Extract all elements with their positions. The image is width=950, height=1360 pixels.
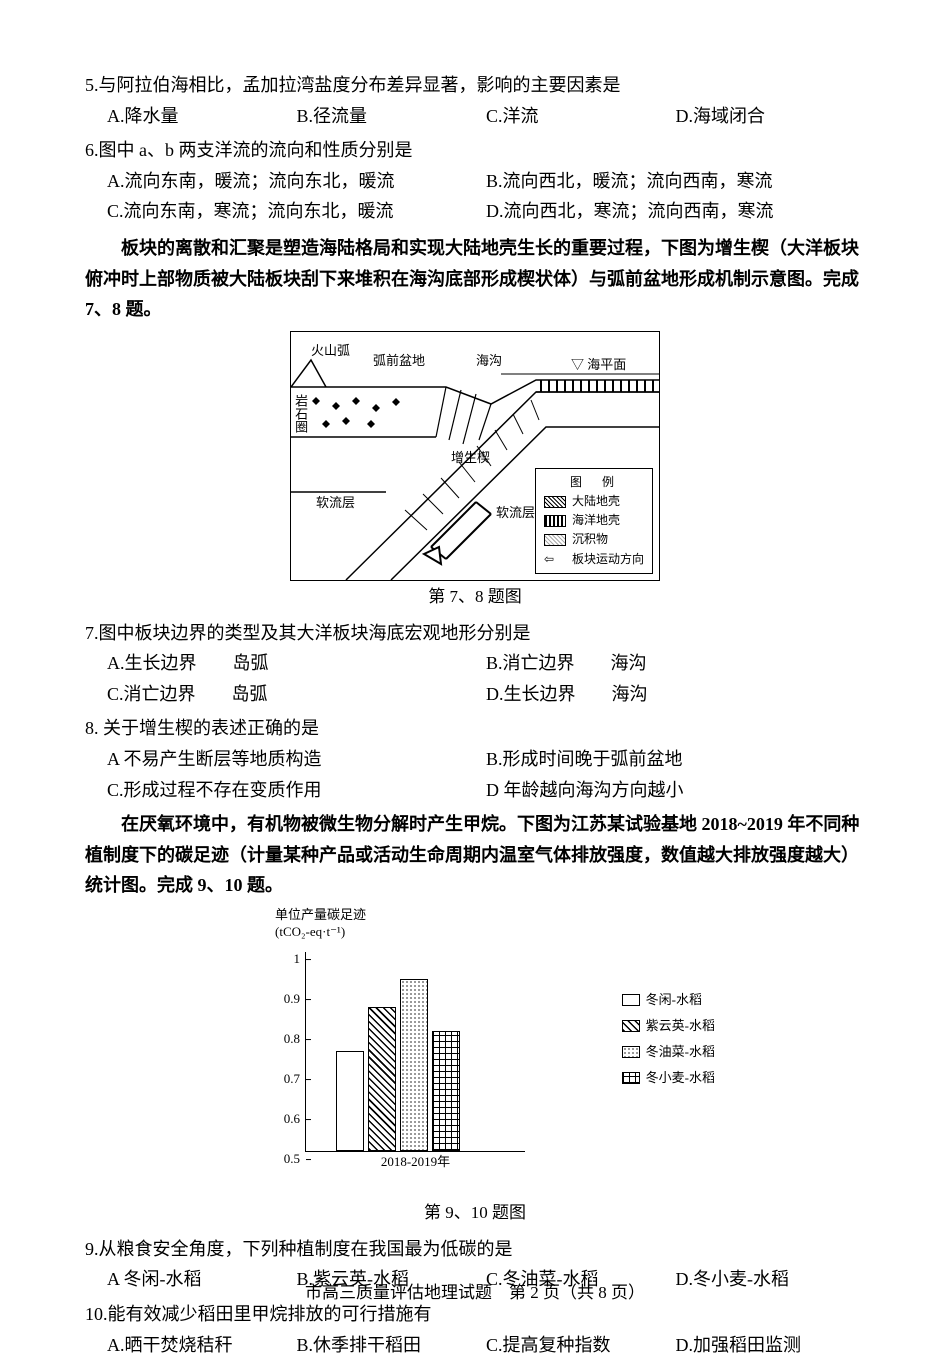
q5-opt-b: B.径流量 [297, 101, 487, 132]
question-6: 6.图中 a、b 两支洋流的流向和性质分别是 A.流向东南，暖流；流向东北，暖流… [85, 135, 865, 227]
legend-cont: 大陆地壳 [572, 492, 620, 511]
ytick: 0.5 [284, 1148, 306, 1170]
q8-stem: 8. 关于增生楔的表述正确的是 [85, 713, 865, 744]
q7-opt-a: A.生长边界 岛弧 [107, 648, 486, 679]
q5-opt-c: C.洋流 [486, 101, 676, 132]
q10-opt-d: D.加强稻田监测 [676, 1330, 866, 1360]
legend-swatch-icon [622, 1020, 640, 1032]
legend-sed: 沉积物 [572, 530, 608, 549]
ytick: 0.8 [284, 1028, 306, 1050]
label-asth2: 软流层 [496, 502, 535, 524]
q5-stem: 5.与阿拉伯海相比，孟加拉湾盐度分布差异显著，影响的主要因素是 [85, 70, 865, 101]
q10-opt-c: C.提高复种指数 [486, 1330, 676, 1360]
chart-xlabel: 2018-2019年 [306, 1151, 525, 1173]
chart-legend-row: 冬小麦-水稻 [622, 1065, 715, 1091]
q6-opt-d: D.流向西北，寒流；流向西南，寒流 [486, 196, 865, 227]
chart-legend-row: 紫云英-水稻 [622, 1013, 715, 1039]
plate-diagram: 火山弧 弧前盆地 海沟 ▽ 海平面 岩石圈 增生楔 软流层 软流层 图 例 大陆… [290, 331, 660, 581]
figure-9-10: 单位产量碳足迹 (tCO₂-eq·t⁻¹) 2018-2019年 0.50.60… [85, 907, 865, 1228]
q9-stem: 9.从粮食安全角度，下列种植制度在我国最为低碳的是 [85, 1234, 865, 1265]
question-8: 8. 关于增生楔的表述正确的是 A 不易产生断层等地质构造 B.形成时间晚于弧前… [85, 713, 865, 805]
q7-opt-d: D.生长边界 海沟 [486, 679, 865, 710]
q8-opt-d: D 年龄越向海沟方向越小 [486, 775, 865, 806]
chart-legend-row: 冬闲-水稻 [622, 987, 715, 1013]
ytick: 0.7 [284, 1068, 306, 1090]
q6-options: A.流向东南，暖流；流向东北，暖流 B.流向西北，暖流；流向西南，寒流 C.流向… [107, 166, 865, 227]
chart-area: 2018-2019年 0.50.60.70.80.91 [305, 952, 525, 1152]
legend-ocean: 海洋地壳 [572, 511, 620, 530]
legend-title: 图 例 [544, 473, 644, 492]
label-forearc: 弧前盆地 [373, 350, 425, 372]
label-sealevel: ▽ 海平面 [571, 354, 626, 376]
bar [336, 1051, 364, 1151]
q6-opt-a: A.流向东南，暖流；流向东北，暖流 [107, 166, 486, 197]
carbon-chart: 单位产量碳足迹 (tCO₂-eq·t⁻¹) 2018-2019年 0.50.60… [245, 907, 705, 1197]
swatch-sed-icon [544, 534, 566, 546]
swatch-ocean-icon [544, 515, 566, 527]
q5-opt-a: A.降水量 [107, 101, 297, 132]
figure-7-8: 火山弧 弧前盆地 海沟 ▽ 海平面 岩石圈 增生楔 软流层 软流层 图 例 大陆… [85, 331, 865, 612]
swatch-cont-icon [544, 496, 566, 508]
question-5: 5.与阿拉伯海相比，孟加拉湾盐度分布差异显著，影响的主要因素是 A.降水量 B.… [85, 70, 865, 131]
q7-opt-b: B.消亡边界 海沟 [486, 648, 865, 679]
q8-opt-b: B.形成时间晚于弧前盆地 [486, 744, 865, 775]
q8-opt-a: A 不易产生断层等地质构造 [107, 744, 486, 775]
figure-9-10-caption: 第 9、10 题图 [424, 1199, 526, 1228]
bar [400, 979, 428, 1151]
swatch-arrow-icon: ⇦ [544, 550, 566, 569]
legend-label: 紫云英-水稻 [646, 1013, 715, 1039]
q5-opt-d: D.海域闭合 [676, 101, 866, 132]
bar [432, 1031, 460, 1151]
q6-stem: 6.图中 a、b 两支洋流的流向和性质分别是 [85, 135, 865, 166]
label-asth1: 软流层 [316, 492, 355, 514]
chart-ylabel-top: 单位产量碳足迹 [275, 907, 366, 924]
label-wedge: 增生楔 [451, 447, 490, 469]
q5-options: A.降水量 B.径流量 C.洋流 D.海域闭合 [107, 101, 865, 132]
q8-opt-c: C.形成过程不存在变质作用 [107, 775, 486, 806]
legend-swatch-icon [622, 1046, 640, 1058]
q10-opt-a: A.晒干焚烧秸秆 [107, 1330, 297, 1360]
figure-7-8-caption: 第 7、8 题图 [428, 583, 522, 612]
ytick: 0.9 [284, 988, 306, 1010]
passage-7-8: 板块的离散和汇聚是塑造海陆格局和实现大陆地壳生长的重要过程，下图为增生楔（大洋板… [85, 233, 865, 325]
q8-options: A 不易产生断层等地质构造 B.形成时间晚于弧前盆地 C.形成过程不存在变质作用… [107, 744, 865, 805]
chart-legend: 冬闲-水稻紫云英-水稻冬油菜-水稻冬小麦-水稻 [622, 987, 715, 1091]
q6-opt-b: B.流向西北，暖流；流向西南，寒流 [486, 166, 865, 197]
legend-label: 冬闲-水稻 [646, 987, 702, 1013]
bar [368, 1007, 396, 1151]
legend-label: 冬小麦-水稻 [646, 1065, 715, 1091]
chart-legend-row: 冬油菜-水稻 [622, 1039, 715, 1065]
chart-ylabel-unit: (tCO₂-eq·t⁻¹) [275, 924, 366, 941]
chart-ylabel: 单位产量碳足迹 (tCO₂-eq·t⁻¹) [275, 907, 366, 941]
chart-bars [336, 979, 460, 1151]
question-7: 7.图中板块边界的类型及其大洋板块海底宏观地形分别是 A.生长边界 岛弧 B.消… [85, 618, 865, 710]
ytick: 0.6 [284, 1108, 306, 1130]
q7-options: A.生长边界 岛弧 B.消亡边界 海沟 C.消亡边界 岛弧 D.生长边界 海沟 [107, 648, 865, 709]
label-trench: 海沟 [476, 350, 502, 372]
legend-swatch-icon [622, 1072, 640, 1084]
ytick: 1 [294, 948, 307, 970]
legend-label: 冬油菜-水稻 [646, 1039, 715, 1065]
page-footer: 市高三质量评估地理试题 第 2 页（共 8 页） [0, 1279, 950, 1308]
q10-opt-b: B.休季排干稻田 [297, 1330, 487, 1360]
question-10: 10.能有效减少稻田里甲烷排放的可行措施有 A.晒干焚烧秸秆 B.休季排干稻田 … [85, 1299, 865, 1360]
legend-arrow: 板块运动方向 [572, 550, 644, 569]
q7-opt-c: C.消亡边界 岛弧 [107, 679, 486, 710]
label-volcano: 火山弧 [311, 340, 350, 362]
label-lithosphere: 岩石圈 [289, 394, 311, 433]
q7-stem: 7.图中板块边界的类型及其大洋板块海底宏观地形分别是 [85, 618, 865, 649]
passage-9-10: 在厌氧环境中，有机物被微生物分解时产生甲烷。下图为江苏某试验基地 2018~20… [85, 809, 865, 901]
plate-legend: 图 例 大陆地壳 海洋地壳 沉积物 ⇦ 板块运动方向 [535, 468, 653, 574]
legend-swatch-icon [622, 994, 640, 1006]
q10-options: A.晒干焚烧秸秆 B.休季排干稻田 C.提高复种指数 D.加强稻田监测 [107, 1330, 865, 1360]
q6-opt-c: C.流向东南，寒流；流向东北，暖流 [107, 196, 486, 227]
